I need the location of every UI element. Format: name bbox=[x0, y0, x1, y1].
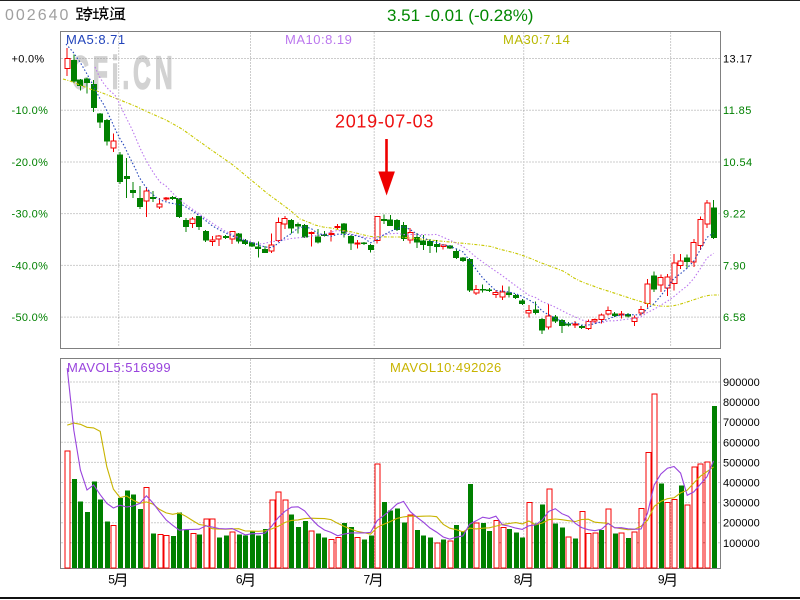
svg-text:800000: 800000 bbox=[723, 397, 760, 409]
svg-text:MA10:8.19: MA10:8.19 bbox=[285, 32, 352, 47]
svg-text:-30.0%: -30.0% bbox=[12, 209, 49, 221]
svg-text:600000: 600000 bbox=[723, 437, 760, 449]
svg-text:13.17: 13.17 bbox=[723, 54, 753, 66]
svg-text:MAVOL10:492026: MAVOL10:492026 bbox=[390, 360, 502, 375]
svg-text:200000: 200000 bbox=[723, 518, 760, 530]
svg-text:-20.0%: -20.0% bbox=[12, 157, 49, 169]
svg-text:-50.0%: -50.0% bbox=[12, 312, 49, 324]
svg-text:9.22: 9.22 bbox=[723, 209, 746, 221]
svg-text:11.85: 11.85 bbox=[723, 105, 752, 117]
svg-text:5: 5 bbox=[108, 573, 115, 587]
svg-text:700000: 700000 bbox=[723, 417, 760, 429]
svg-text:+0.0%: +0.0% bbox=[12, 54, 45, 66]
svg-text:10.54: 10.54 bbox=[723, 157, 753, 169]
svg-text:2019-07-03: 2019-07-03 bbox=[335, 112, 434, 132]
svg-text:900000: 900000 bbox=[723, 377, 760, 389]
svg-text:9: 9 bbox=[658, 573, 665, 587]
svg-text:300000: 300000 bbox=[723, 498, 760, 510]
svg-text:002640: 002640 bbox=[5, 7, 70, 24]
svg-text:6.58: 6.58 bbox=[723, 312, 746, 324]
svg-text:MA5:8.71: MA5:8.71 bbox=[66, 32, 126, 47]
svg-text:7: 7 bbox=[364, 573, 371, 587]
svg-text:100000: 100000 bbox=[723, 538, 760, 550]
svg-text:500000: 500000 bbox=[723, 457, 760, 469]
svg-text:CFi.CN: CFi.CN bbox=[71, 47, 176, 98]
svg-text:8: 8 bbox=[514, 573, 521, 587]
svg-text:3.51 -0.01 (-0.28%): 3.51 -0.01 (-0.28%) bbox=[387, 6, 533, 25]
svg-text:-10.0%: -10.0% bbox=[12, 105, 49, 117]
svg-text:MA30:7.14: MA30:7.14 bbox=[503, 32, 570, 47]
svg-text:6: 6 bbox=[236, 573, 243, 587]
svg-text:MAVOL5:516999: MAVOL5:516999 bbox=[67, 360, 171, 375]
svg-text:400000: 400000 bbox=[723, 478, 760, 490]
svg-text:-40.0%: -40.0% bbox=[12, 260, 49, 272]
svg-text:7.90: 7.90 bbox=[723, 260, 746, 272]
